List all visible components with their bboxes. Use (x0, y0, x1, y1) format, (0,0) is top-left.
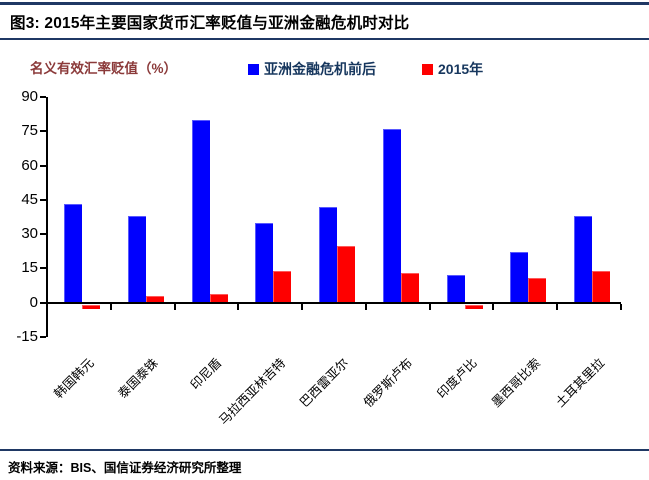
x-axis-tick (620, 303, 622, 310)
legend: 亚洲金融危机前后 2015年 (248, 59, 483, 79)
y-axis-line (46, 97, 48, 337)
bar-crisis-4 (319, 206, 338, 303)
y-axis-tick (40, 96, 46, 98)
x-axis-label-text: 土耳其里拉 (552, 355, 607, 410)
y-axis-tick-label: 15 (21, 259, 38, 277)
bar-2015-3 (273, 270, 292, 303)
footer-divider (0, 449, 649, 451)
bar-2015-4 (337, 245, 356, 303)
y-axis-tick (40, 336, 46, 338)
bar-2015-8 (592, 270, 611, 303)
y-axis-tick (40, 267, 46, 270)
source-note: 资料来源：BIS、国信证券经济研究所整理 (8, 461, 242, 475)
x-axis-tick (428, 303, 431, 310)
y-axis-tick (40, 130, 46, 133)
x-axis-label-text: 泰国泰铢 (115, 355, 161, 402)
bar-crisis-8 (574, 215, 593, 303)
y-axis-tick (40, 198, 46, 201)
legend-label-2015: 2015年 (438, 61, 484, 77)
bar-2015-2 (209, 293, 228, 303)
x-axis-label-text: 印尼盾 (187, 355, 225, 393)
legend-swatch-blue (248, 63, 259, 75)
x-axis-tick (301, 303, 304, 310)
bar-crisis-0 (64, 204, 82, 303)
legend-label-crisis: 亚洲金融危机前后 (264, 61, 376, 77)
bar-2015-0 (82, 304, 100, 310)
legend-item-crisis: 亚洲金融危机前后 (248, 59, 376, 79)
bar-crisis-5 (382, 129, 401, 303)
y-axis-tick-label: 45 (21, 190, 38, 208)
bar-crisis-1 (127, 215, 146, 303)
x-axis-tick (556, 303, 559, 310)
bar-2015-5 (400, 273, 419, 303)
bar-2015-6 (464, 304, 483, 310)
bar-crisis-7 (510, 252, 529, 303)
y-axis-tick-label: 75 (21, 122, 38, 140)
y-axis-tick (40, 301, 46, 304)
x-axis-tick (364, 303, 367, 310)
x-axis-label-text: 巴西雷亚尔 (297, 355, 352, 410)
title-divider (0, 38, 649, 40)
x-axis-label-text: 马拉西亚林吉特 (216, 355, 288, 428)
x-axis-label-text: 韩国韩元 (51, 355, 97, 402)
bar-crisis-3 (255, 222, 274, 303)
y-axis-tick (40, 164, 46, 167)
bar-2015-7 (528, 277, 547, 303)
top-divider (0, 2, 649, 5)
y-axis-tick-label: -15 (16, 328, 38, 345)
x-axis-tick (109, 303, 112, 310)
x-axis-label-text: 墨西哥比索 (488, 355, 544, 410)
x-axis-line (46, 301, 621, 304)
y-axis-title: 名义有效汇率贬值（%） (30, 61, 178, 76)
bar-crisis-2 (191, 119, 210, 303)
x-axis-tick (492, 303, 495, 310)
y-axis-tick-label: 30 (21, 225, 38, 243)
figure-title: 图3: 2015年主要国家货币汇率贬值与亚洲金融危机时对比 (10, 15, 410, 32)
x-axis-label-text: 印度卢比 (434, 355, 480, 402)
plot-area: 90 75 60 45 30 15 0 -15 韩国韩元 泰国泰铢 印尼盾 马拉西亚林吉特 巴西雷亚尔俄… (16, 88, 622, 428)
y-axis-tick-label: 90 (21, 88, 38, 105)
legend-swatch-red (422, 63, 433, 75)
x-axis-tick (173, 303, 176, 310)
bar-2015-1 (145, 295, 164, 303)
x-axis-label-text: 俄罗斯卢布 (361, 355, 416, 410)
y-axis-tick (40, 233, 46, 236)
x-axis-tick (237, 303, 240, 310)
y-axis-tick-label: 0 (29, 293, 38, 311)
bar-crisis-6 (446, 275, 465, 303)
y-axis-tick-label: 60 (21, 156, 38, 174)
legend-item-2015: 2015年 (422, 59, 483, 79)
